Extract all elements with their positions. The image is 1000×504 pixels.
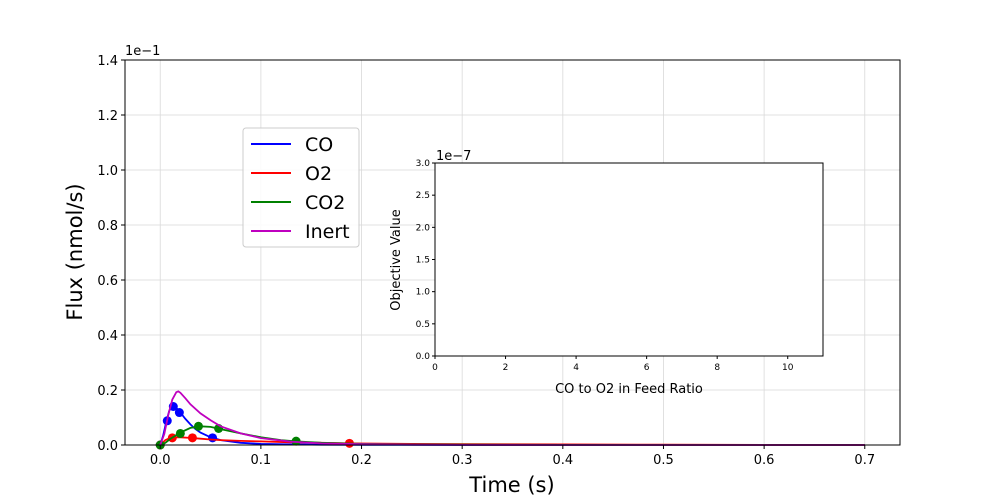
x-tick-label: 0.7 xyxy=(854,453,875,468)
main-y-axis-title: Flux (nmol/s) xyxy=(63,183,87,320)
inset-plot-background xyxy=(434,162,824,357)
x-tick-label: 0.0 xyxy=(150,453,171,468)
y-tick-label: 0.4 xyxy=(97,329,118,344)
legend-label-inert: Inert xyxy=(305,221,350,243)
inset-y-tick-label: 0.0 xyxy=(416,352,431,362)
inset-y-tick-label: 2.0 xyxy=(416,223,431,233)
inset-y-tick-label: 0.5 xyxy=(416,320,430,330)
y-tick-label: 0.6 xyxy=(97,274,118,289)
inset-y-tick-label: 1.0 xyxy=(416,288,431,298)
x-tick-label: 0.6 xyxy=(754,453,775,468)
data-point-co2 xyxy=(193,421,203,431)
inset-x-tick-label: 4 xyxy=(573,363,579,373)
data-point-co xyxy=(208,433,218,443)
y-tick-label: 0.2 xyxy=(97,384,118,399)
y-tick-label: 1.2 xyxy=(97,109,118,124)
inset-y-tick-label: 2.5 xyxy=(416,191,430,201)
series-line-inert xyxy=(159,390,865,446)
x-tick-label: 0.2 xyxy=(351,453,372,468)
inset-x-tick-label: 10 xyxy=(782,363,794,373)
inset-y-axis-title: Objective Value xyxy=(389,209,404,310)
inset-x-tick-label: 6 xyxy=(644,363,650,373)
inset-y-tick-label: 1.5 xyxy=(416,256,430,266)
data-point-co xyxy=(174,408,184,418)
inset-x-ticks: 0 2 4 6 8 10 xyxy=(432,356,794,373)
x-tick-label: 0.4 xyxy=(552,453,573,468)
y-tick-label: 1.4 xyxy=(97,54,118,69)
inset-y-ticks: 0.0 0.5 1.0 1.5 2.0 2.5 3.0 xyxy=(416,159,435,362)
main-plot-frame xyxy=(124,59,901,446)
inset-x-tick-label: 8 xyxy=(714,363,720,373)
inset-chart: 0 2 4 6 8 10 0.0 0.5 1.0 1.5 2.0 2.5 3.0 1e−7 CO to… xyxy=(389,149,824,397)
legend-label-o2: O2 xyxy=(305,163,332,185)
main-x-axis-title: Time (s) xyxy=(468,473,554,497)
inset-x-axis-title: CO to O2 in Feed Ratio xyxy=(555,382,703,397)
data-point-o2 xyxy=(187,433,197,443)
y-tick-label: 0.0 xyxy=(97,439,118,454)
main-x-ticks: 0.0 0.1 0.2 0.3 0.4 0.5 0.6 0.7 xyxy=(150,445,875,468)
inset-x-tick-label: 0 xyxy=(432,363,438,373)
legend-box xyxy=(242,127,360,248)
legend: CO O2 CO2 Inert xyxy=(242,127,360,248)
data-point-co2 xyxy=(175,428,185,438)
y-tick-label: 0.8 xyxy=(97,219,118,234)
legend-label-co: CO xyxy=(305,134,333,156)
main-y-ticks: 0.0 0.2 0.4 0.6 0.8 1.0 1.2 1.4 xyxy=(97,54,125,454)
main-series-group xyxy=(155,390,865,450)
main-y-offset-label: 1e−1 xyxy=(125,44,160,59)
inset-y-tick-label: 3.0 xyxy=(416,159,431,169)
x-tick-label: 0.3 xyxy=(452,453,473,468)
inset-y-offset-label: 1e−7 xyxy=(436,149,471,164)
legend-label-co2: CO2 xyxy=(305,192,345,214)
x-tick-label: 0.1 xyxy=(251,453,272,468)
inset-x-tick-label: 2 xyxy=(503,363,509,373)
x-tick-label: 0.5 xyxy=(653,453,674,468)
y-tick-label: 1.0 xyxy=(97,164,118,179)
